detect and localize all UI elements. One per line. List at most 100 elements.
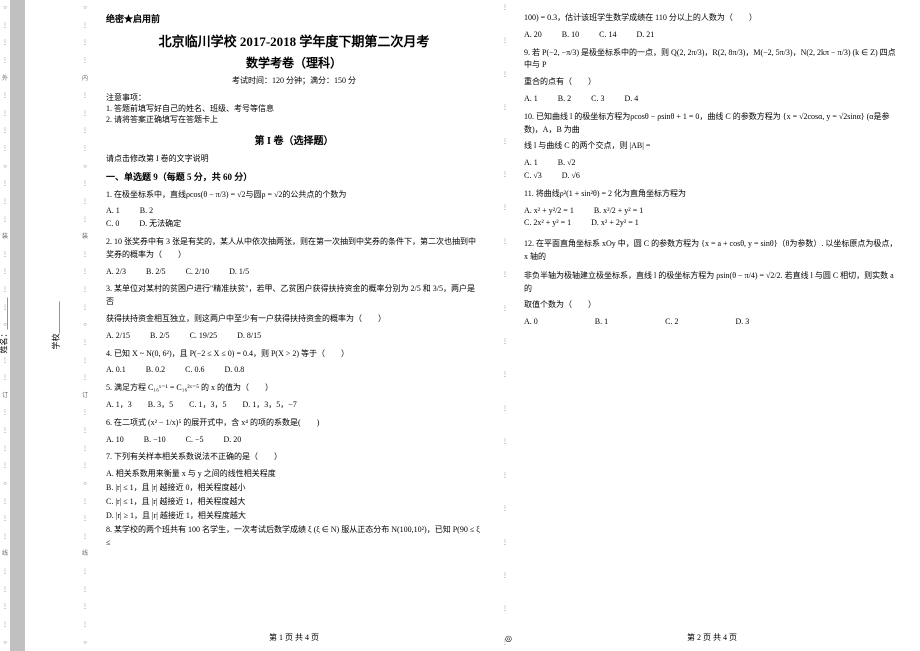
q12-opt-b: B. 1	[595, 316, 608, 329]
q6-opt-c: C. −5	[186, 434, 204, 447]
q7-opt-c: C. |r| ≤ 1，且 |r| 越接近 1，相关程度越大	[106, 496, 482, 508]
exam-info: 考试时间：120 分钟；满分：150 分	[106, 75, 482, 86]
q5-opt-b: B. 3，5	[148, 399, 173, 412]
q4-opt-c: C. 0.6	[185, 364, 204, 377]
q3-options: A. 2/15 B. 2/5 C. 19/25 D. 8/15	[106, 330, 482, 343]
notice-1: 1. 答题前填写好自己的姓名、班级、考号等信息	[106, 103, 482, 114]
q3-text1: 3. 某单位对某村的贫困户进行"精准扶贫"，若甲、乙贫困户获得扶持资金的概率分别…	[106, 283, 482, 309]
page-1: 绝密★启用前 北京临川学校 2017-2018 学年度下期第二次月考 数学考卷（…	[90, 0, 502, 651]
label-school: 学校________	[51, 302, 62, 350]
q2-opt-d: D. 1/5	[229, 266, 249, 279]
q4-text: 4. 已知 X ~ N(0, 6²)，且 P(−2 ≤ X ≤ 0) = 0.4…	[106, 348, 482, 361]
q5-text: 5. 满足方程 C₁₆ˣ⁻¹ = C₁₆²ˣ⁻⁵ 的 x 的值为（ ）	[106, 382, 482, 395]
page-2: 100) = 0.3，估计该班学生数学成绩在 110 分以上的人数为（ ） A.…	[508, 0, 920, 651]
q2-opt-c: C. 2/10	[186, 266, 210, 279]
q7-opt-b: B. |r| ≤ 1，且 |r| 越接近 0，相关程度越小	[106, 482, 482, 494]
inner-dotted-line: ○⋮⋮⋮ 内 ⋮⋮⋮⋮ ○⋮⋮⋮ 装 ⋮⋮⋮⋮ ○⋮⋮⋮ 订 ⋮⋮⋮⋮ ○⋮⋮⋮…	[80, 0, 90, 651]
q7-opt-a: A. 相关系数用来衡量 x 与 y 之间的线性相关程度	[106, 468, 482, 480]
binding-area: ○⋮⋮⋮ 外 ⋮⋮⋮⋮ ○⋮⋮⋮ 装 ⋮⋮⋮⋮ ○⋮⋮⋮ 订 ⋮⋮⋮⋮ ○⋮⋮⋮…	[0, 0, 90, 651]
q4-opt-a: A. 0.1	[106, 364, 126, 377]
exam-subtitle: 数学考卷（理科）	[106, 54, 482, 71]
q12-text2: 非负半轴为极轴建立极坐标系，直线 l 的极坐标方程为 ρsin(θ − π/4)…	[524, 270, 900, 296]
q3-opt-b: B. 2/5	[150, 330, 170, 343]
q9-text: 9. 若 P(−2, −π/3) 是极坐标系中的一点，则 Q(2, 2π/3)，…	[524, 47, 900, 73]
q9-options: A. 1 B. 2 C. 3 D. 4	[524, 93, 900, 106]
q10-opt-a: A. 1	[524, 157, 538, 170]
q10-opt-c: C. √3	[524, 170, 542, 183]
q10-opt-d: D. √6	[562, 170, 580, 183]
q5-opt-d: D. 1，3，5，−7	[242, 399, 296, 412]
q11-opt-c: C. 2x² + y² = 1	[524, 217, 571, 230]
q8-opt-b: B. 10	[562, 29, 579, 42]
q1-text: 1. 在极坐标系中，直线ρcos(θ − π/3) = √2与圆ρ = √2的公…	[106, 189, 482, 202]
char-outer-3: 订	[2, 393, 8, 399]
q11-opt-d: D. x² + 2y² = 1	[591, 217, 639, 230]
q3-text2: 获得扶持资金相互独立，则这两户中至少有一户获得扶持资金的概率为（ ）	[106, 313, 482, 326]
char-outer-2: 装	[2, 234, 8, 240]
q1-opt-c: C. 0	[106, 218, 119, 231]
fold-marker-icon: ◎	[505, 634, 512, 643]
q10-opt-b: B. √2	[558, 157, 576, 170]
q2-opt-b: B. 2/5	[146, 266, 166, 279]
q1-opt-d: D. 无法确定	[139, 218, 181, 231]
q12-options: A. 0 B. 1 C. 2 D. 3	[524, 316, 900, 329]
q1-opt-b: B. 2	[140, 205, 153, 218]
student-info-labels: 学校________ 姓名：________ 班级：________ 考号：__…	[25, 0, 80, 651]
q9-opt-b: B. 2	[558, 93, 571, 106]
q2-text: 2. 10 张奖券中有 3 张是有奖的，某人从中依次抽两张，则在第一次抽到中奖券…	[106, 236, 482, 262]
char-inner-3: 订	[82, 393, 88, 399]
q9-opt-c: C. 3	[591, 93, 604, 106]
q8-cont: 100) = 0.3，估计该班学生数学成绩在 110 分以上的人数为（ ）	[524, 12, 900, 25]
char-inner-1: 内	[82, 76, 88, 82]
q9-opt-d: D. 4	[624, 93, 638, 106]
q9-text2: 重合的点有（ ）	[524, 76, 900, 89]
page-2-footer: 第 2 页 共 4 页	[524, 628, 900, 643]
q11-opt-a: A. x² + y²/2 = 1	[524, 205, 574, 218]
q6-opt-b: B. −10	[144, 434, 166, 447]
q11-text: 11. 将曲线ρ²(1 + sin²θ) = 2 化为直角坐标方程为	[524, 188, 900, 201]
q5-options: A. 1，3 B. 3，5 C. 1，3，5 D. 1，3，5，−7	[106, 399, 482, 412]
section-1-title: 第 I 卷（选择题）	[106, 132, 482, 147]
q1-opt-a: A. 1	[106, 205, 120, 218]
q5-opt-c: C. 1，3，5	[189, 399, 226, 412]
q7-opt-d: D. |r| ≥ 1，且 |r| 越接近 1，相关程度越大	[106, 510, 482, 522]
q9-opt-a: A. 1	[524, 93, 538, 106]
q4-options: A. 0.1 B. 0.2 C. 0.6 D. 0.8	[106, 364, 482, 377]
q3-opt-c: C. 19/25	[190, 330, 218, 343]
q4-opt-d: D. 0.8	[224, 364, 244, 377]
q12-opt-a: A. 0	[524, 316, 538, 329]
q6-opt-d: D. 20	[224, 434, 242, 447]
exam-title: 北京临川学校 2017-2018 学年度下期第二次月考	[106, 31, 482, 50]
page-1-footer: 第 1 页 共 4 页	[106, 628, 482, 643]
q8-opt-c: C. 14	[599, 29, 616, 42]
q12-opt-c: C. 2	[665, 316, 678, 329]
q6-options: A. 10 B. −10 C. −5 D. 20	[106, 434, 482, 447]
q11-options: A. x² + y²/2 = 1 B. x²/2 + y² = 1 C. 2x²…	[524, 205, 900, 231]
q2-opt-a: A. 2/3	[106, 266, 126, 279]
q3-opt-d: D. 8/15	[237, 330, 261, 343]
q12-text3: 取值个数为（ ）	[524, 299, 900, 312]
q5-opt-a: A. 1，3	[106, 399, 132, 412]
q8-options: A. 20 B. 10 C. 14 D. 21	[524, 29, 900, 42]
section-instruction: 请点击修改第 I 卷的文字说明	[106, 153, 482, 164]
label-name: 姓名：________	[0, 298, 10, 354]
notice-title: 注意事项：	[106, 92, 482, 103]
char-inner-2: 装	[82, 234, 88, 240]
q7-text: 7. 下列有关样本相关系数说法不正确的是（ ）	[106, 451, 482, 464]
char-inner-4: 线	[82, 551, 88, 557]
char-outer-1: 外	[2, 76, 8, 82]
q6-text: 6. 在二项式 (x² − 1/x)⁵ 的展开式中，含 x⁴ 的项的系数是( )	[106, 417, 482, 430]
secret-label: 绝密★启用前	[106, 12, 482, 25]
q10-text2: 线 l 与曲线 C 的两个交点，则 |AB| =	[524, 140, 900, 153]
q10-options: A. 1 B. √2 C. √3 D. √6	[524, 157, 900, 183]
q10-text: 10. 已知曲线 l 的极坐标方程为ρcosθ − ρsinθ + 1 = 0，…	[524, 111, 900, 137]
char-outer-4: 线	[2, 551, 8, 557]
q12-text: 12. 在平面直角坐标系 xOy 中，圆 C 的参数方程为 {x = a + c…	[524, 238, 900, 264]
q2-options: A. 2/3 B. 2/5 C. 2/10 D. 1/5	[106, 266, 482, 279]
q4-opt-b: B. 0.2	[146, 364, 165, 377]
q8-opt-d: D. 21	[636, 29, 654, 42]
q1-options: A. 1 B. 2 C. 0 D. 无法确定	[106, 205, 482, 231]
q11-opt-b: B. x²/2 + y² = 1	[594, 205, 643, 218]
notice-2: 2. 请将答案正确填写在答题卡上	[106, 114, 482, 125]
q6-opt-a: A. 10	[106, 434, 124, 447]
